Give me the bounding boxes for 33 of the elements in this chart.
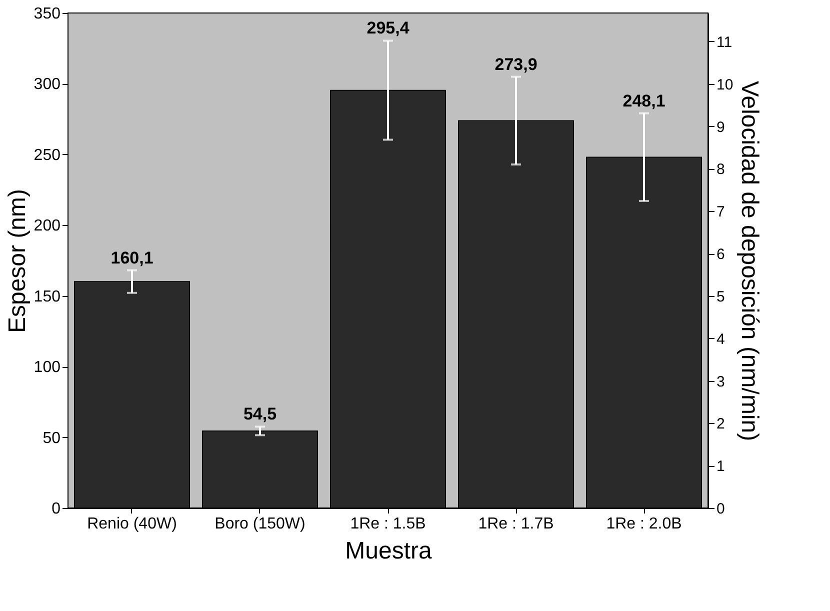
y2-tick-label: 5	[716, 288, 725, 306]
y2-tick-label: 3	[716, 373, 725, 390]
y-tick-label: 150	[34, 288, 61, 306]
y-tick-label: 350	[34, 6, 61, 22]
y-tick-label: 50	[42, 430, 61, 447]
y-tick-label: 300	[34, 76, 61, 94]
x-tick-label: Renio (40W)	[87, 516, 177, 532]
x-tick-label: Boro (150W)	[214, 516, 306, 532]
data-label: 54,5	[243, 404, 277, 424]
data-label: 160,1	[110, 248, 154, 268]
data-label: 273,9	[494, 54, 538, 74]
x-axis-title: Muestra	[345, 538, 432, 564]
y-tick-label: 200	[34, 218, 61, 235]
y-tick-label: 100	[34, 359, 61, 376]
y-tick-label: 0	[52, 500, 61, 518]
y2-tick-label: 11	[716, 34, 732, 51]
y2-tick-label: 7	[716, 204, 725, 221]
y-tick-label: 250	[34, 146, 61, 164]
y-axis-title: Espesor (nm)	[4, 188, 31, 334]
y2-tick-label: 10	[716, 76, 734, 94]
y2-tick-label: 8	[716, 161, 725, 178]
data-label: 295,4	[366, 18, 410, 38]
y2-tick-label: 6	[716, 246, 725, 263]
y2-axis-title: Velocidad de deposición (nm/min)	[736, 80, 764, 442]
y2-tick-label: 2	[716, 416, 725, 433]
x-tick-label: 1Re : 1.5B	[350, 516, 426, 532]
data-label: 248,1	[622, 91, 666, 110]
y2-tick-label: 1	[716, 458, 725, 476]
y2-tick-label: 4	[716, 330, 725, 348]
x-tick-label: 1Re : 2.0B	[606, 516, 682, 532]
y2-tick-label: 0	[716, 500, 725, 518]
y2-tick-label: 9	[716, 118, 725, 136]
x-tick-label: 1Re : 1.7B	[478, 516, 554, 532]
